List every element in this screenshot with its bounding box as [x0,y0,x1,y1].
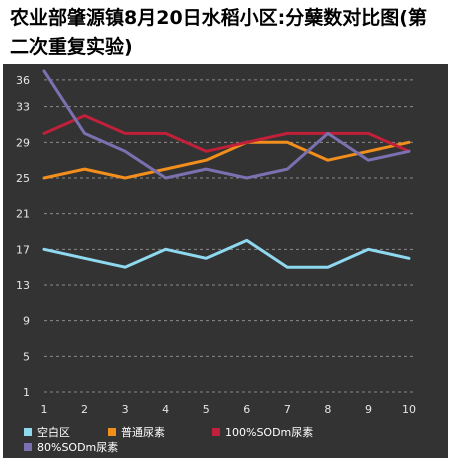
x-tick-label-9: 9 [365,403,372,416]
y-tick-label-1: 1 [23,386,30,399]
series-line-1 [42,140,411,180]
x-tick-label-3: 3 [122,403,129,416]
series-line-0 [42,238,411,269]
x-tick-label-7: 7 [284,403,291,416]
x-tick-label-10: 10 [402,403,416,416]
legend-label-2: 100%SODm尿素 [225,426,313,439]
y-tick-label-33: 33 [16,101,30,114]
y-tick-label-17: 17 [16,243,30,256]
y-tick-label-29: 29 [16,136,30,149]
legend-swatch-0 [24,428,32,436]
chart-title: 农业部肇源镇8月20日水稻小区:分蘖数对比图(第二次重复实验) [10,7,427,58]
y-tick-label-21: 21 [16,208,30,221]
legend-swatch-1 [108,428,116,436]
legend-label-1: 普通尿素 [121,425,165,439]
x-tick-label-2: 2 [81,403,88,416]
x-tick-label-6: 6 [243,403,250,416]
y-tick-label-9: 9 [23,315,30,328]
legend-swatch-2 [212,428,220,436]
legend-swatch-3 [24,443,32,451]
y-tick-label-5: 5 [23,350,30,363]
x-tick-label-4: 4 [162,403,169,416]
legend-label-0: 空白区 [37,425,70,439]
legend-label-3: 80%SODm尿素 [37,441,118,454]
x-tick-label-8: 8 [324,403,331,416]
x-tick-label-5: 5 [203,403,210,416]
series-line-2 [42,114,411,153]
y-tick-label-13: 13 [16,279,30,292]
series-line-3 [42,69,411,180]
x-tick-label-1: 1 [41,403,48,416]
y-tick-label-25: 25 [16,172,30,185]
legend [3,420,448,458]
y-tick-label-36: 36 [16,74,30,87]
